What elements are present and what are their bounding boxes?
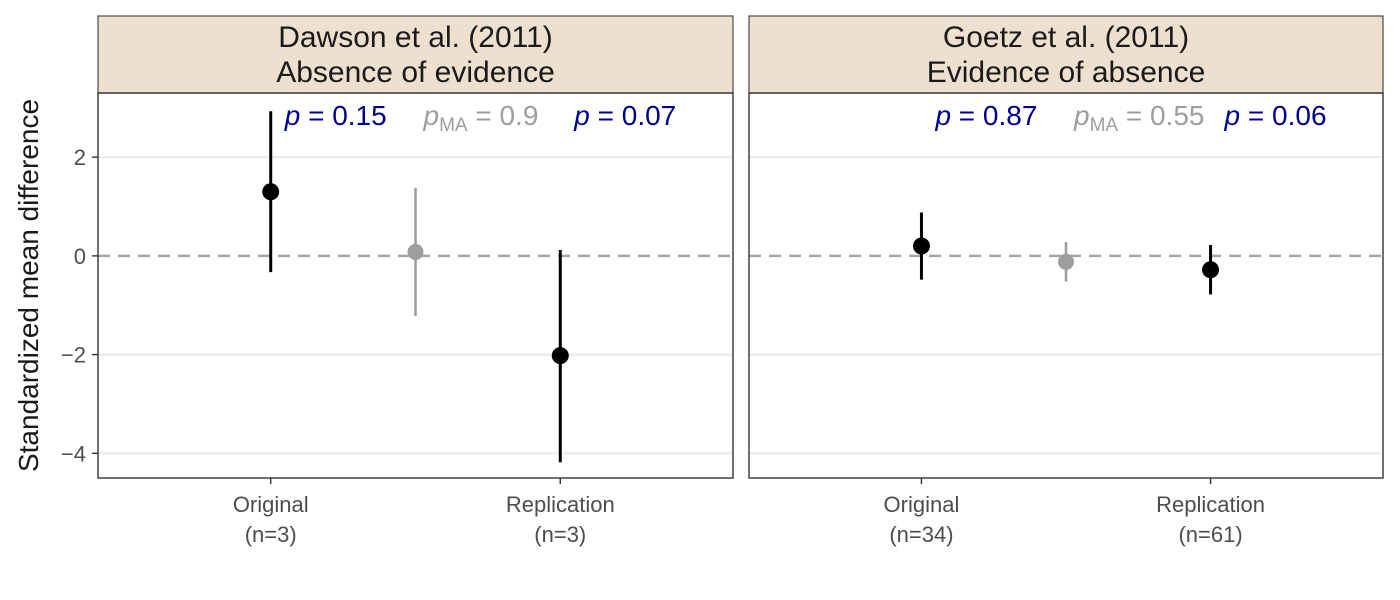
p-symbol: p xyxy=(934,100,951,131)
p-equals: = 0.87 xyxy=(951,100,1037,131)
p-symbol: p xyxy=(573,100,590,131)
point-estimate xyxy=(262,183,280,201)
point-estimate xyxy=(912,237,930,255)
p-value-label: p = 0.15 xyxy=(284,100,387,131)
x-tick-sample-size: (n=34) xyxy=(889,522,953,547)
facet-panel-2: Goetz et al. (2011)Evidence of absence p … xyxy=(748,15,1384,547)
y-tick-label: 0 xyxy=(74,244,86,269)
y-axis-title: Standardized mean difference xyxy=(13,99,44,472)
point-estimate xyxy=(407,243,424,260)
x-tick-sample-size: (n=3) xyxy=(534,522,586,547)
panel-frame xyxy=(748,92,1384,479)
facet-strip-title: Dawson et al. (2011) xyxy=(278,21,553,54)
p-equals: = 0.07 xyxy=(590,100,676,131)
facet-strip xyxy=(748,15,1384,94)
x-tick-label: Replication xyxy=(506,492,615,517)
x-tick-label: Replication xyxy=(1156,492,1265,517)
x-tick-label: Original xyxy=(233,492,309,517)
p-equals: = 0.9 xyxy=(468,100,539,131)
x-tick-label: Original xyxy=(884,492,960,517)
p-equals: = 0.55 xyxy=(1118,100,1204,131)
p-subscript: MA xyxy=(1090,115,1119,136)
p-subscript: MA xyxy=(439,115,468,136)
p-equals: = 0.15 xyxy=(300,100,386,131)
p-value-label: p = 0.07 xyxy=(573,100,676,131)
y-tick-label: −4 xyxy=(61,441,86,466)
point-estimate xyxy=(1202,261,1220,279)
p-value-label: p = 0.87 xyxy=(934,100,1037,131)
p-symbol: p xyxy=(1073,100,1090,131)
facet-strip-title: Goetz et al. (2011) xyxy=(943,21,1189,54)
point-estimate xyxy=(551,347,569,365)
p-symbol: p xyxy=(423,100,440,131)
p-value-label: p = 0.06 xyxy=(1224,100,1327,131)
facet-strip-subtitle: Absence of evidence xyxy=(276,56,555,89)
facet-panel-1: Dawson et al. (2011)Absence of evidence p… xyxy=(97,15,734,547)
facet-strip xyxy=(97,15,734,94)
p-symbol: p xyxy=(1224,100,1241,131)
p-equals: = 0.06 xyxy=(1240,100,1326,131)
y-tick-label: −2 xyxy=(61,343,86,368)
x-tick-sample-size: (n=61) xyxy=(1178,522,1242,547)
y-tick-label: 2 xyxy=(74,145,86,170)
meta-p-value-label: pMA = 0.55 xyxy=(1073,100,1204,136)
point-estimate xyxy=(1058,253,1074,270)
x-tick-sample-size: (n=3) xyxy=(245,522,297,547)
facet-strip-subtitle: Evidence of absence xyxy=(927,56,1206,89)
meta-p-value-label: pMA = 0.9 xyxy=(423,100,539,136)
panel-frame xyxy=(97,92,734,479)
p-symbol: p xyxy=(284,100,301,131)
